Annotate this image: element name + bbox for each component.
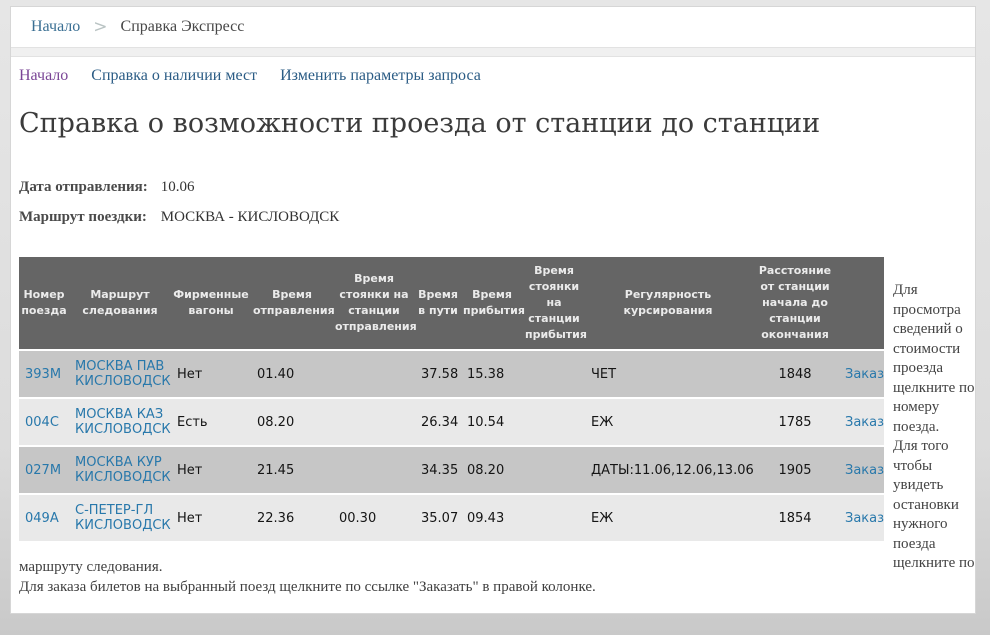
cell-firm: Нет bbox=[171, 495, 251, 541]
breadcrumb-separator-icon: > bbox=[93, 17, 108, 37]
nav-link-change-query[interactable]: Изменить параметры запроса bbox=[280, 67, 481, 84]
cell-duration: 26.34 bbox=[415, 399, 461, 445]
train-number-link[interactable]: 004С bbox=[25, 414, 59, 430]
header-order bbox=[839, 257, 884, 349]
cell-distance: 1848 bbox=[751, 351, 839, 397]
cell-duration: 34.35 bbox=[415, 447, 461, 493]
cell-distance: 1785 bbox=[751, 399, 839, 445]
cell-departure: 22.36 bbox=[251, 495, 333, 541]
content-panel: Начало > Справка Экспресс Начало Справка… bbox=[10, 6, 976, 614]
order-link[interactable]: Заказ bbox=[845, 414, 885, 430]
order-link[interactable]: Заказ bbox=[845, 462, 885, 478]
nav-link-home[interactable]: Начало bbox=[19, 67, 69, 84]
main-content: Начало Справка о наличии мест Изменить п… bbox=[11, 57, 975, 613]
cell-stop-departure bbox=[333, 399, 415, 445]
header-stop-departure: Время стоянки на станции отправления bbox=[333, 257, 417, 349]
cell-stop-departure bbox=[333, 447, 415, 493]
help-sentence-1: Для просмотра сведений о стоимости проез… bbox=[893, 282, 975, 435]
header-firm-cars: Фирменные вагоны bbox=[171, 257, 251, 349]
header-distance: Расстояние от станции начала до станции … bbox=[751, 257, 839, 349]
table-row: 393М МОСКВА ПАВ КИСЛОВОДСК Нет 01.40 37.… bbox=[19, 351, 884, 397]
train-number-link[interactable]: 393М bbox=[25, 366, 62, 382]
cell-distance: 1905 bbox=[751, 447, 839, 493]
departure-date-row: Дата отправления: 10.06 bbox=[19, 179, 965, 199]
route-label: Маршрут поездки: bbox=[19, 209, 147, 225]
cell-firm: Есть bbox=[171, 399, 251, 445]
help-sentence-2: Для того чтобы увидеть остановки нужного… bbox=[893, 438, 975, 571]
route-link[interactable]: МОСКВА КУР КИСЛОВОДСК bbox=[75, 455, 171, 485]
trains-table: Номер поезда Маршрут следования Фирменны… bbox=[19, 255, 884, 543]
cell-stop-arrival bbox=[523, 399, 585, 445]
route-link[interactable]: МОСКВА ПАВ КИСЛОВОДСК bbox=[75, 359, 171, 389]
cell-duration: 35.07 bbox=[415, 495, 461, 541]
help-text-bottom: маршруту следования. Для заказа билетов … bbox=[19, 557, 965, 597]
cell-stop-departure bbox=[333, 351, 415, 397]
page-title: Справка о возможности проезда от станции… bbox=[19, 108, 821, 139]
cell-regularity: ЧЕТ bbox=[585, 351, 751, 397]
cell-arrival: 10.54 bbox=[461, 399, 523, 445]
table-row: 027М МОСКВА КУР КИСЛОВОДСК Нет 21.45 34.… bbox=[19, 447, 884, 493]
help-sentence-2-continued: маршруту следования. bbox=[19, 559, 163, 575]
train-number-link[interactable]: 049А bbox=[25, 510, 59, 526]
cell-duration: 37.58 bbox=[415, 351, 461, 397]
order-link[interactable]: Заказ bbox=[845, 366, 885, 382]
cell-departure: 01.40 bbox=[251, 351, 333, 397]
order-link[interactable]: Заказ bbox=[845, 510, 885, 526]
breadcrumb-current: Справка Экспресс bbox=[120, 18, 245, 35]
cell-regularity: ЕЖ bbox=[585, 495, 751, 541]
header-regularity: Регулярность курсирования bbox=[585, 257, 751, 349]
table-row: 049А С-ПЕТЕР-ГЛ КИСЛОВОДСК Нет 22.36 00.… bbox=[19, 495, 884, 541]
header-stop-arrival: Время стоянки на станции прибытия bbox=[523, 257, 587, 349]
table-row: 004С МОСКВА КАЗ КИСЛОВОДСК Есть 08.20 26… bbox=[19, 399, 884, 445]
header-departure-time: Время отправления bbox=[251, 257, 335, 349]
cell-stop-arrival bbox=[523, 351, 585, 397]
divider-strip bbox=[11, 48, 975, 57]
header-arrival-time: Время прибытия bbox=[461, 257, 525, 349]
cell-regularity: ДАТЫ:11.06,12.06,13.06 bbox=[585, 447, 754, 493]
query-info: Дата отправления: 10.06 Маршрут поездки:… bbox=[19, 179, 965, 229]
route-row: Маршрут поездки: МОСКВА - КИСЛОВОДСК bbox=[19, 209, 965, 229]
secondary-nav: Начало Справка о наличии мест Изменить п… bbox=[19, 67, 965, 85]
route-link[interactable]: С-ПЕТЕР-ГЛ КИСЛОВОДСК bbox=[75, 503, 171, 533]
table-header-row: Номер поезда Маршрут следования Фирменны… bbox=[19, 257, 884, 349]
departure-date-label: Дата отправления: bbox=[19, 179, 148, 195]
cell-stop-arrival bbox=[523, 495, 585, 541]
help-text-column: Для просмотра сведений о стоимости проез… bbox=[893, 281, 981, 574]
cell-stop-arrival bbox=[523, 447, 585, 493]
route-link[interactable]: МОСКВА КАЗ КИСЛОВОДСК bbox=[75, 407, 171, 437]
cell-firm: Нет bbox=[171, 447, 251, 493]
nav-link-seat-availability[interactable]: Справка о наличии мест bbox=[91, 67, 258, 84]
header-route: Маршрут следования bbox=[69, 257, 171, 349]
header-duration: Время в пути bbox=[415, 257, 461, 349]
departure-date-value: 10.06 bbox=[160, 179, 195, 195]
breadcrumb: Начало > Справка Экспресс bbox=[11, 7, 975, 48]
cell-arrival: 15.38 bbox=[461, 351, 523, 397]
cell-stop-departure: 00.30 bbox=[333, 495, 415, 541]
cell-distance: 1854 bbox=[751, 495, 839, 541]
cell-arrival: 09.43 bbox=[461, 495, 523, 541]
route-value: МОСКВА - КИСЛОВОДСК bbox=[160, 209, 340, 225]
results-section: Номер поезда Маршрут следования Фирменны… bbox=[19, 255, 975, 571]
cell-regularity: ЕЖ bbox=[585, 399, 751, 445]
breadcrumb-home-link[interactable]: Начало bbox=[31, 18, 81, 35]
cell-firm: Нет bbox=[171, 351, 251, 397]
cell-departure: 08.20 bbox=[251, 399, 333, 445]
help-sentence-3: Для заказа билетов на выбранный поезд ще… bbox=[19, 579, 596, 595]
train-number-link[interactable]: 027М bbox=[25, 462, 62, 478]
header-train-number: Номер поезда bbox=[19, 257, 69, 349]
cell-departure: 21.45 bbox=[251, 447, 333, 493]
cell-arrival: 08.20 bbox=[461, 447, 523, 493]
